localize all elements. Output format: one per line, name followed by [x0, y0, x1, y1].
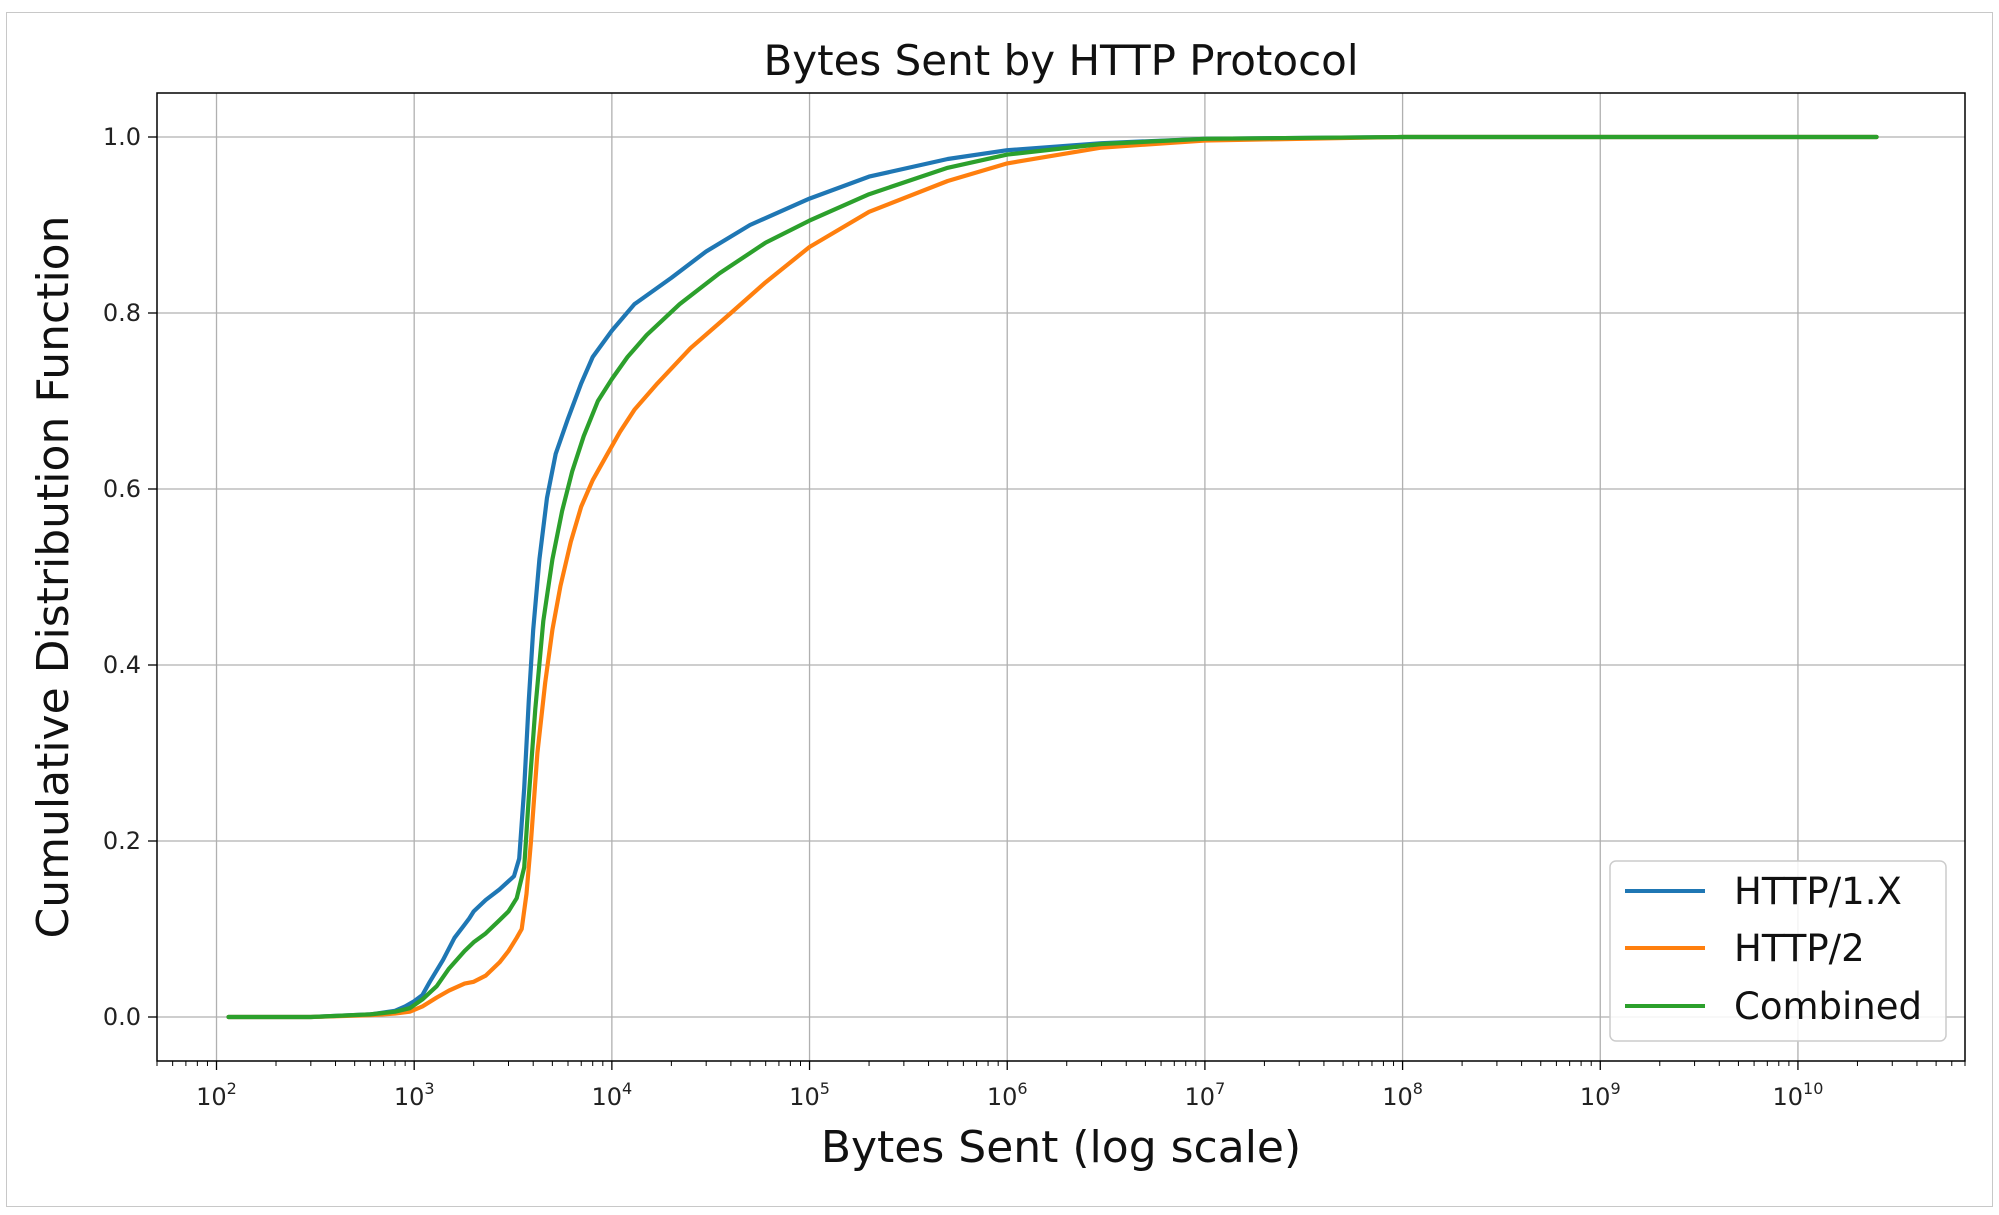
series-line-http2	[226, 134, 1879, 1020]
y-tick-label: 0.2	[103, 827, 141, 855]
x-tick-label: 109	[1580, 1079, 1621, 1111]
legend-label-http2: HTTP/2	[1734, 927, 1865, 970]
x-tick-label: 1010	[1772, 1079, 1823, 1111]
x-tick-label: 104	[591, 1079, 632, 1111]
x-tick-label: 108	[1382, 1079, 1423, 1111]
y-axis-title: Cumulative Distribution Function	[28, 216, 79, 939]
y-tick-label: 1.0	[103, 123, 141, 151]
x-tick-label: 106	[987, 1079, 1028, 1111]
legend-label-http1x: HTTP/1.X	[1734, 870, 1902, 913]
y-tick-label: 0.6	[103, 475, 141, 503]
x-tick-labels: 102 103 104 105 106 107 108 109 1010	[196, 1079, 1823, 1111]
chart-title: Bytes Sent by HTTP Protocol	[763, 36, 1358, 85]
y-tick-labels: 0.0 0.2 0.4 0.6 0.8 1.0	[103, 123, 141, 1031]
x-minor-ticks	[156, 1061, 1966, 1066]
series-line-http1x	[226, 134, 1879, 1020]
x-tick-label: 102	[196, 1079, 237, 1111]
axis-ticks	[148, 136, 1799, 1070]
series-line-combined	[226, 134, 1879, 1020]
x-axis-title: Bytes Sent (log scale)	[821, 1122, 1301, 1173]
y-tick-label: 0.0	[103, 1003, 141, 1031]
y-tick-label: 0.8	[103, 299, 141, 327]
legend: HTTP/1.X HTTP/2 Combined	[1609, 860, 1947, 1042]
x-tick-label: 105	[789, 1079, 830, 1111]
x-tick-label: 107	[1185, 1079, 1226, 1111]
legend-box	[1609, 860, 1947, 1042]
grid	[157, 93, 1965, 1061]
series-lines	[226, 134, 1879, 1020]
x-tick-label: 103	[394, 1079, 435, 1111]
plot-area-border	[156, 92, 1966, 1062]
y-tick-label: 0.4	[103, 651, 141, 679]
legend-label-combined: Combined	[1734, 985, 1922, 1028]
